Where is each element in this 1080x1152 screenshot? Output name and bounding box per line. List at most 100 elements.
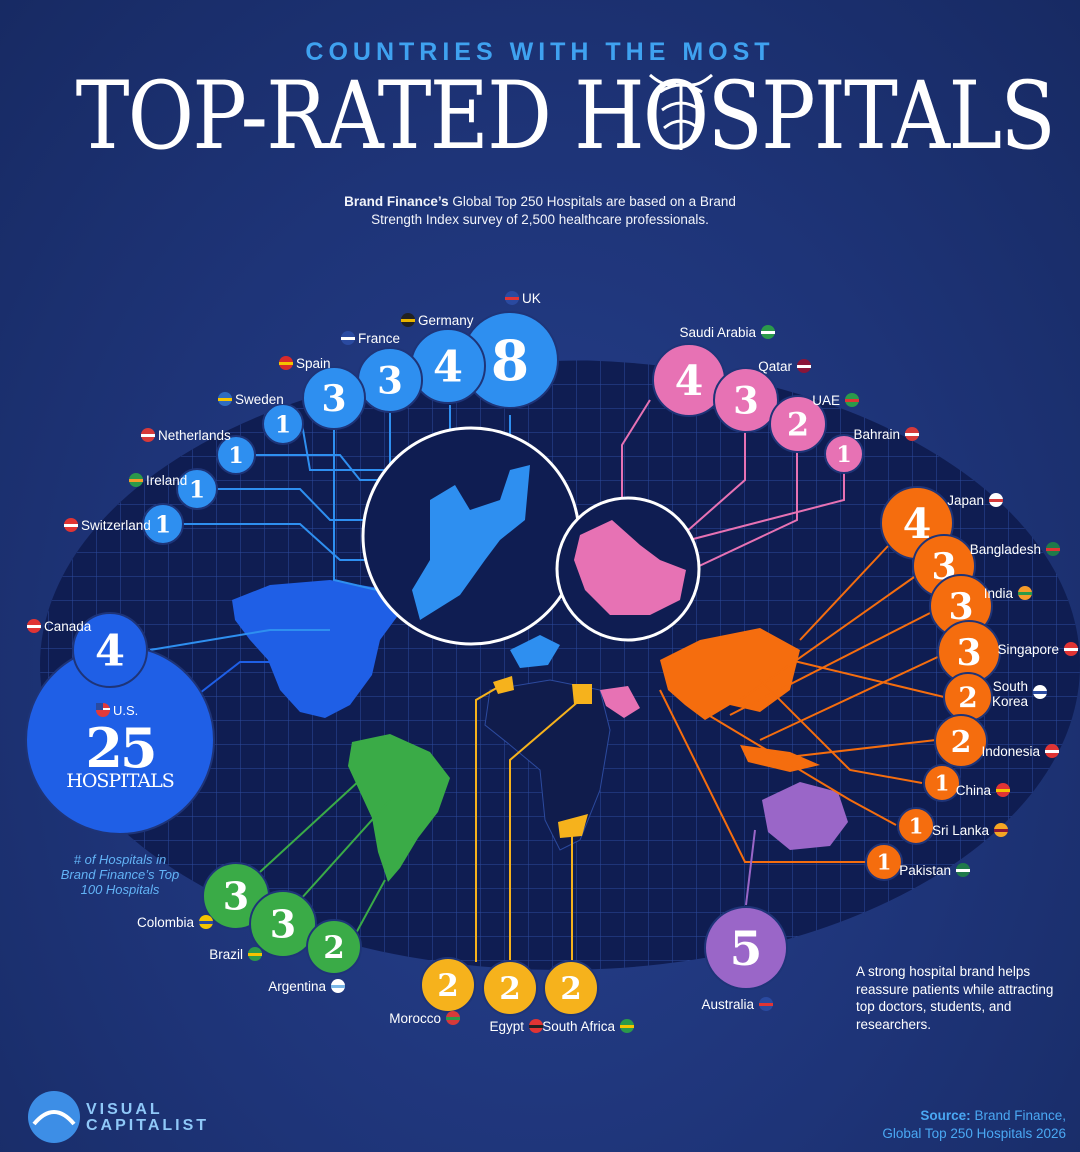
brand-logo-text: VISUAL CAPITALIST [86, 1102, 209, 1134]
leader-line-japan [799, 545, 889, 641]
country-label-argentina: Argentina [268, 979, 326, 994]
flag-egypt-icon [529, 1019, 543, 1033]
country-label-sri-lanka: Sri Lanka [932, 823, 990, 838]
bubble-netherlands [216, 435, 256, 475]
country-label-netherlands: Netherlands [158, 428, 231, 443]
flag-singapore-icon [1064, 642, 1078, 656]
country-label-morocco: Morocco [389, 1011, 441, 1026]
country-label-switzerland: Switzerland [81, 518, 151, 533]
leader-line-uae [679, 452, 798, 576]
bubble-value-saudi-arabia: 4 [675, 357, 704, 405]
bubble-value-netherlands: 1 [228, 443, 243, 469]
country-label-indonesia: Indonesia [981, 744, 1040, 759]
flag-indonesia-icon [1045, 744, 1059, 758]
gulf-zoom-inset [555, 496, 701, 642]
bubble-value-argentina: 2 [323, 930, 345, 966]
bubble-value-south-korea: 2 [958, 681, 977, 714]
source-line-1: Brand Finance, [974, 1108, 1066, 1123]
bubble-switzerland [142, 503, 184, 545]
us-flag-icon [96, 703, 110, 717]
flag-south-korea-icon [1033, 685, 1047, 699]
leader-line-south-korea [789, 659, 945, 698]
leader-line-china [759, 679, 923, 784]
leader-line-bahrain [669, 472, 845, 546]
leader-line-colombia [259, 779, 361, 873]
bubble-china [923, 764, 961, 802]
flag-japan-icon [989, 493, 1003, 507]
flag-spain-icon [279, 356, 293, 370]
bubble-bahrain [824, 434, 864, 474]
europe-zoom-inset [361, 426, 581, 646]
leader-line-pakistan [659, 689, 866, 863]
leader-line-morocco [475, 685, 501, 962]
bubble-south-africa [543, 960, 599, 1016]
europe-inset-shape [412, 465, 530, 620]
flag-saudi-arabia-icon [761, 325, 775, 339]
gulf-inset-shape [574, 520, 686, 615]
bubble-value-pakistan: 1 [877, 850, 892, 875]
bubble-value-morocco: 2 [437, 968, 459, 1004]
flag-bahrain-icon [905, 427, 919, 441]
morocco-shape [493, 676, 514, 694]
leader-line-argentina [354, 879, 386, 936]
main-title: TOP-RATED HOSPITALS [75, 62, 1056, 171]
bubble-value-spain: 3 [321, 378, 346, 420]
leader-line-singapore [759, 654, 943, 741]
north-america-shape [232, 580, 402, 718]
visual-capitalist-logo-icon [28, 1091, 80, 1143]
flag-south-africa-icon [620, 1019, 634, 1033]
flag-colombia-icon [199, 915, 213, 929]
country-label-ireland: Ireland [146, 473, 187, 488]
bubble-value-canada: 4 [95, 626, 125, 676]
brand-line-1: VISUAL [86, 1101, 163, 1118]
flag-brazil-icon [248, 947, 262, 961]
bubble-value-china: 1 [935, 771, 950, 796]
flag-bangladesh-icon [1046, 542, 1060, 556]
arabia-shape [600, 686, 640, 718]
south-america-shape [348, 734, 450, 882]
source-line-2: Global Top 250 Hospitals 2026 [882, 1126, 1066, 1141]
us-label: U.S. [113, 703, 139, 718]
flag-pakistan-icon [956, 863, 970, 877]
country-label-egypt: Egypt [489, 1019, 524, 1034]
country-label-bangladesh: Bangladesh [970, 542, 1041, 557]
bubble-value-uk: 8 [491, 328, 529, 393]
bubble-legend-note: # of Hospitals in Brand Finance’s Top 10… [60, 852, 180, 897]
bubble-value-bahrain: 1 [836, 442, 851, 468]
country-label-australia: Australia [701, 997, 754, 1012]
bubble-sri-lanka [897, 807, 935, 845]
country-label-brazil: Brazil [209, 947, 243, 962]
country-label-south-africa: South Africa [542, 1019, 615, 1034]
egypt-shape [572, 684, 592, 704]
flag-qatar-icon [797, 359, 811, 373]
flag-uae-icon [845, 393, 859, 407]
bubble-value-singapore: 3 [956, 632, 981, 674]
europe-shape [510, 635, 560, 668]
side-note: A strong hospital brand helps reassure p… [856, 964, 1054, 1032]
bubble-indonesia [934, 714, 988, 768]
country-label-south-korea: South [993, 679, 1028, 694]
bubble-canada [72, 612, 148, 688]
country-label-india: India [984, 586, 1014, 601]
flag-switzerland-icon [64, 518, 78, 532]
bubble-value-colombia: 3 [223, 874, 249, 919]
intro-body: Global Top 250 Hospitals are based on a … [371, 194, 736, 227]
bubble-value-france: 3 [377, 358, 403, 402]
bubble-value-switzerland: 1 [155, 511, 171, 538]
leader-line-brazil [299, 799, 391, 901]
bubble-sweden [262, 403, 304, 445]
leader-line-sri-lanka [699, 709, 897, 826]
bubble-value-sri-lanka: 1 [909, 814, 924, 839]
flag-argentina-icon [331, 979, 345, 993]
flag-uk-icon [505, 291, 519, 305]
bubble-value-ireland: 1 [189, 476, 205, 503]
country-labels: Canada UK Germany France Spain Sweden Netherla… [27, 291, 1078, 1034]
bubble-australia [704, 906, 788, 990]
country-label-sweden: Sweden [235, 392, 284, 407]
bubble-argentina [306, 919, 362, 975]
source-label: Source: [920, 1108, 971, 1123]
title-kicker: COUNTRIES WITH THE MOST [305, 38, 775, 66]
leader-line-australia [745, 829, 756, 906]
